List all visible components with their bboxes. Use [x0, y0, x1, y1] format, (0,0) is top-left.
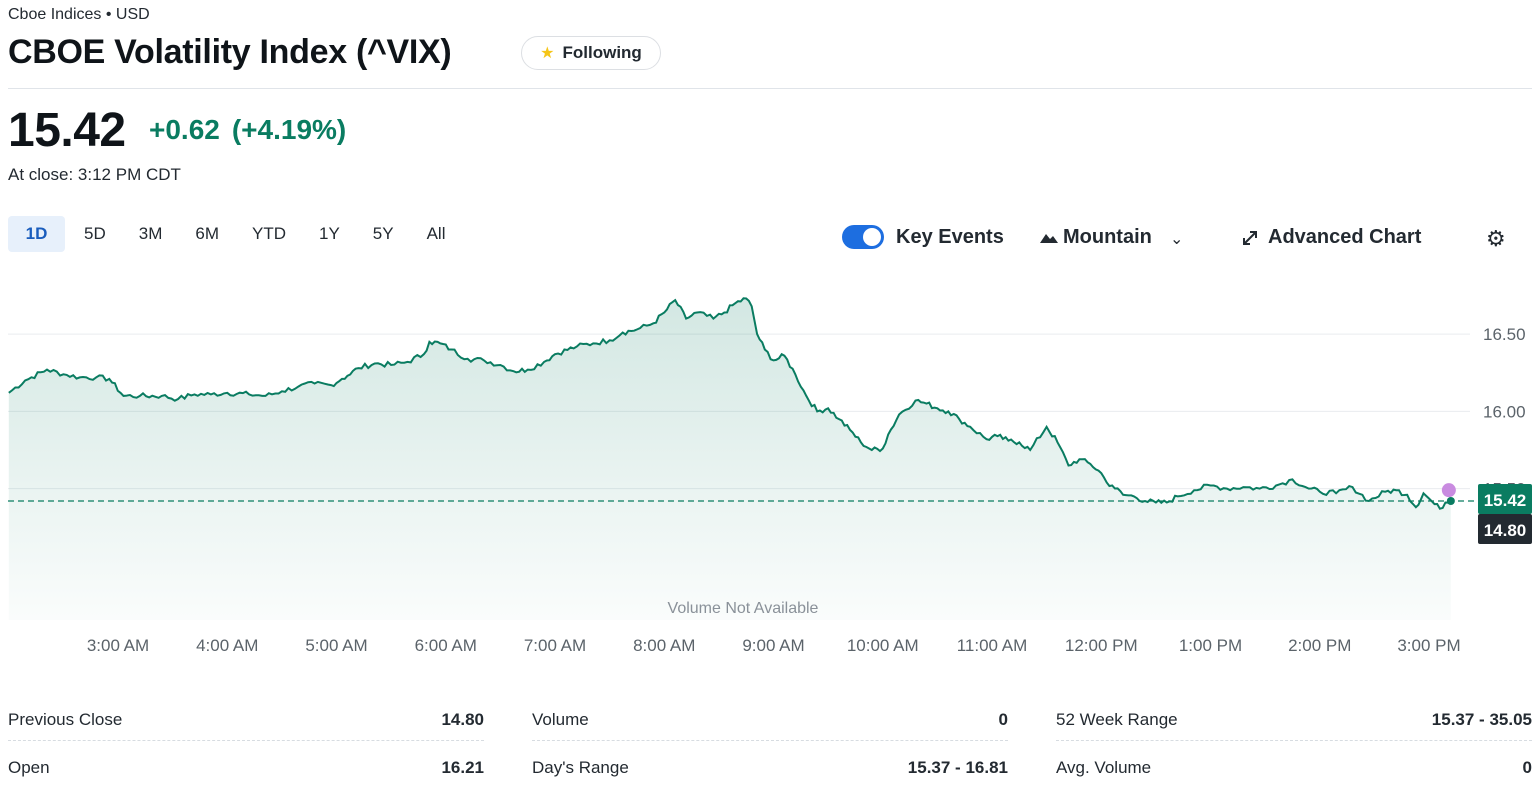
advanced-chart-link[interactable]: Advanced Chart	[1268, 226, 1422, 248]
page-title: CBOE Volatility Index (^VIX)	[8, 33, 452, 71]
stat-volume: Volume 0	[532, 700, 1008, 741]
range-tabs: 1D 5D 3M 6M YTD 1Y 5Y All	[8, 216, 464, 252]
chevron-down-icon[interactable]: ⌄	[1170, 231, 1184, 248]
prev-close-label: 14.80	[1478, 514, 1532, 544]
range-tab-1y[interactable]: 1Y	[318, 224, 340, 243]
x-tick-label: 12:00 PM	[1065, 636, 1138, 655]
range-tab-5y[interactable]: 5Y	[372, 224, 394, 243]
x-tick-label: 9:00 AM	[742, 636, 804, 655]
following-label: Following	[562, 43, 642, 62]
expand-icon	[1243, 231, 1257, 245]
last-price-label: 15.42	[1478, 484, 1532, 514]
range-tab-ytd[interactable]: YTD	[251, 224, 286, 243]
x-tick-label: 3:00 PM	[1397, 636, 1460, 655]
range-tab-5d[interactable]: 5D	[84, 224, 106, 243]
star-icon: ★	[540, 45, 555, 62]
toggle-knob	[863, 228, 881, 246]
range-tab-6m[interactable]: 6M	[195, 224, 219, 243]
range-tab-1d[interactable]: 1D	[8, 216, 65, 252]
x-tick-label: 3:00 AM	[87, 636, 149, 655]
x-tick-label: 11:00 AM	[957, 636, 1028, 655]
x-tick-label: 2:00 PM	[1288, 636, 1351, 655]
close-time: At close: 3:12 PM CDT	[8, 165, 181, 184]
svg-text:15.42: 15.42	[1484, 491, 1527, 510]
stat-52-week-range: 52 Week Range 15.37 - 35.05	[1056, 700, 1532, 741]
price-change: +0.62 (+4.19%)	[149, 114, 346, 146]
key-events-label[interactable]: Key Events	[896, 226, 1004, 248]
x-tick-label: 10:00 AM	[847, 636, 919, 655]
chart-type-select[interactable]: Mountain	[1063, 226, 1152, 248]
x-tick-label: 4:00 AM	[196, 636, 258, 655]
key-events-toggle[interactable]	[842, 225, 884, 249]
price-line	[8, 297, 1452, 510]
price-area	[8, 298, 1451, 620]
exchange-currency: Cboe Indices • USD	[8, 6, 150, 23]
range-tab-3m[interactable]: 3M	[138, 224, 163, 243]
x-tick-label: 5:00 AM	[305, 636, 367, 655]
current-price: 15.42	[8, 104, 126, 157]
y-tick-label: 16.00	[1483, 402, 1526, 421]
x-tick-label: 7:00 AM	[524, 636, 586, 655]
x-tick-label: 6:00 AM	[415, 636, 477, 655]
gear-icon[interactable]: ⚙	[1486, 226, 1506, 251]
key-event-marker[interactable]	[1441, 483, 1456, 498]
header-divider	[8, 88, 1532, 89]
x-tick-label: 1:00 PM	[1179, 636, 1242, 655]
stat-days-range: Day's Range 15.37 - 16.81	[532, 758, 1008, 777]
svg-text:14.80: 14.80	[1484, 521, 1527, 540]
last-price-dot	[1446, 497, 1455, 505]
change-pct: (+4.19%)	[231, 114, 347, 145]
following-button[interactable]: ★ Following	[521, 36, 661, 70]
change-abs: +0.62	[149, 114, 220, 145]
stat-avg-volume: Avg. Volume 0	[1056, 758, 1532, 777]
stat-open: Open 16.21	[8, 758, 484, 777]
y-tick-label: 16.50	[1483, 325, 1526, 344]
volume-note: Volume Not Available	[668, 600, 819, 617]
stat-previous-close: Previous Close 14.80	[8, 700, 484, 741]
mountain-icon	[1040, 234, 1058, 243]
range-tab-all[interactable]: All	[426, 224, 446, 243]
x-tick-label: 8:00 AM	[633, 636, 695, 655]
